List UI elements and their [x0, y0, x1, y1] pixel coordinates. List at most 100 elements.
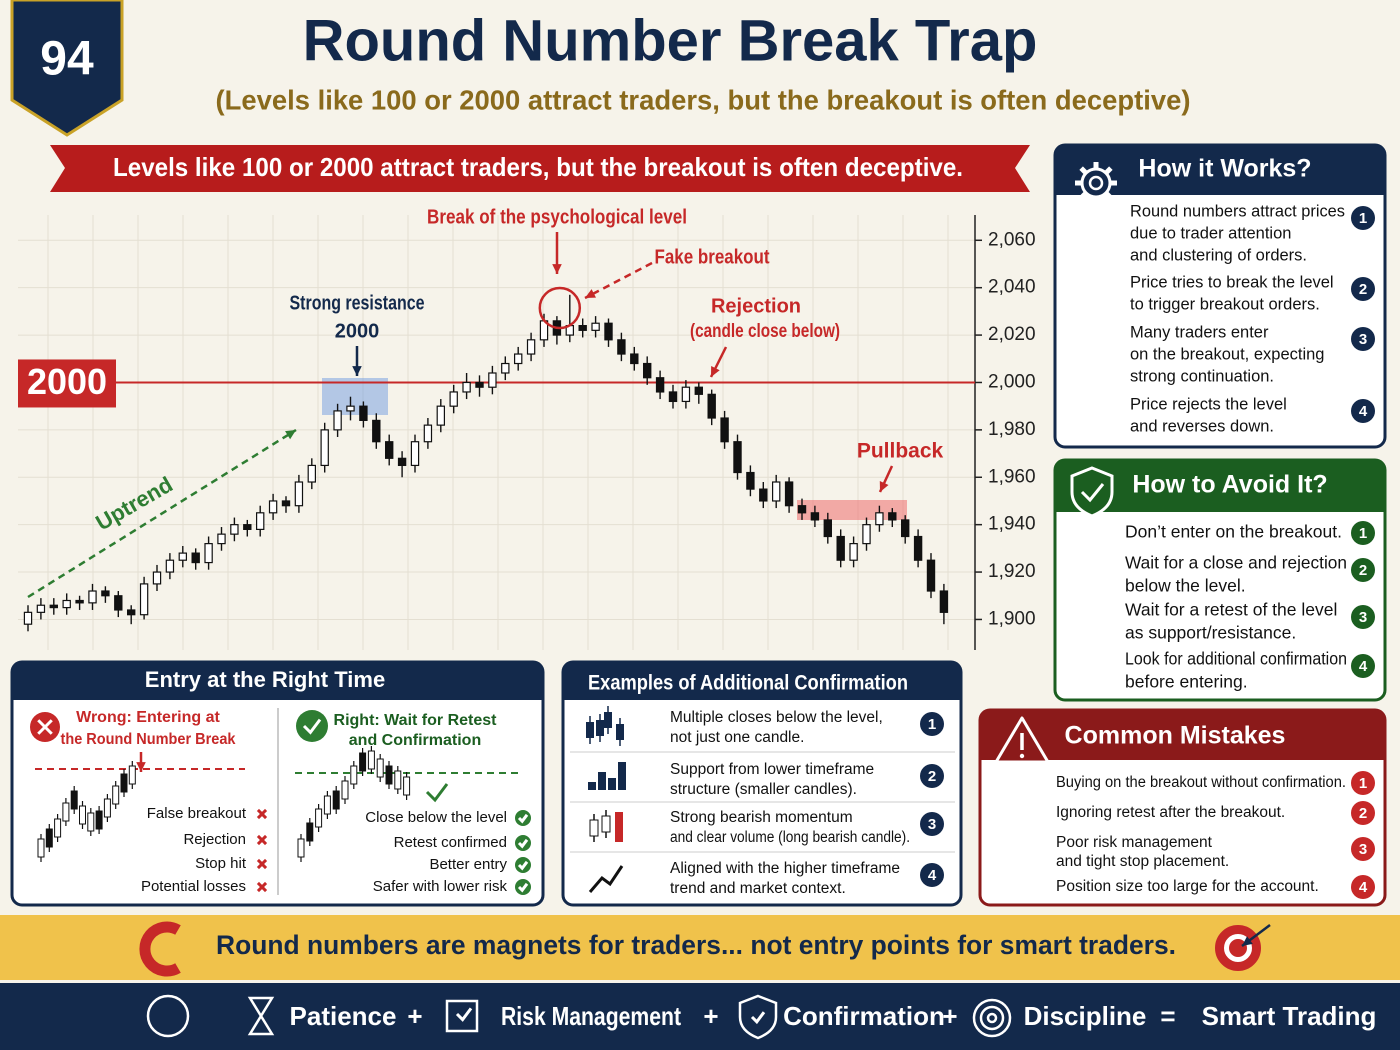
point: Safer with lower risk — [373, 878, 508, 895]
cross-mark — [37, 719, 53, 735]
gear-icon-hub — [1088, 175, 1104, 191]
cross-mark — [256, 808, 268, 820]
icon-trend — [588, 865, 624, 893]
confirmation-panel-header-edge — [563, 690, 961, 700]
candle-body — [410, 441, 420, 467]
check-mark — [455, 1007, 473, 1022]
target-icon — [986, 1012, 998, 1024]
y-tick-label: 2,040 — [988, 277, 1036, 298]
number-badge — [1351, 605, 1375, 629]
check-mark — [517, 838, 529, 849]
y-tick-label: 2,060 — [988, 229, 1036, 250]
formula-term: Discipline — [1024, 1001, 1147, 1031]
candle-body — [604, 322, 613, 341]
candle-body — [333, 410, 342, 431]
arrow-head — [711, 366, 720, 377]
level-label: 2000 — [27, 361, 107, 402]
item-text: and tight stop placement. — [1056, 853, 1229, 870]
number-label: 3 — [1359, 331, 1367, 348]
item-text: to trigger breakout orders. — [1130, 295, 1320, 313]
gear-tooth — [1104, 166, 1113, 175]
candle-body — [733, 441, 742, 474]
annotation: Rejection — [711, 295, 801, 317]
tip-text: Round numbers are magnets for traders...… — [216, 930, 1176, 960]
item-text: and reverses down. — [1130, 417, 1274, 435]
brain-icon — [146, 994, 190, 1038]
candle-body — [320, 429, 329, 467]
number-badge — [1351, 521, 1375, 545]
number-label: 4 — [928, 867, 937, 884]
number-label: 1 — [1359, 210, 1367, 227]
item-text: Ignoring retest after the breakout. — [1056, 804, 1285, 821]
candle-body — [256, 512, 265, 531]
point: Close below the level — [365, 809, 507, 826]
check-mark — [517, 882, 529, 893]
candle-body — [372, 419, 381, 443]
formula-term: = — [1160, 1001, 1175, 1031]
mini-candle — [403, 776, 411, 796]
candle-body — [294, 481, 304, 507]
annotation: Pullback — [857, 440, 944, 463]
candle-body — [746, 471, 755, 490]
number-label: 3 — [1359, 609, 1367, 626]
candle-body — [359, 405, 368, 421]
number-badge — [1351, 837, 1375, 861]
mini-candle — [315, 808, 323, 828]
annotation: (candle close below) — [690, 321, 840, 342]
candle-body — [888, 512, 897, 521]
check-mark — [517, 860, 529, 871]
candle-body — [501, 362, 510, 374]
annotation: 2000 — [335, 320, 380, 342]
candle-body — [488, 372, 497, 388]
mini-candle — [87, 812, 95, 832]
candle-body — [694, 386, 704, 395]
candle-body — [178, 552, 187, 561]
candle-body — [243, 524, 252, 531]
candle-body — [152, 571, 162, 585]
arrow-shaft — [27, 428, 297, 599]
mini-candle — [112, 785, 120, 805]
how-it-works-panel-header-edge — [1055, 185, 1385, 195]
formula-term: Confirmation — [783, 1001, 945, 1031]
mini-candle — [306, 822, 314, 842]
icon-candle — [615, 812, 623, 842]
candle-body — [268, 500, 278, 514]
candle-body — [526, 339, 536, 355]
item-text: Multiple closes below the level, — [670, 709, 883, 726]
target-icon — [1229, 939, 1247, 957]
badge-number: 94 — [40, 33, 94, 86]
arrow-shaft — [584, 261, 653, 300]
gear-tooth — [1104, 191, 1113, 200]
number-badge — [1351, 206, 1375, 230]
candle-body — [191, 552, 200, 564]
shield-icon — [1070, 466, 1114, 518]
icon-candle — [601, 815, 611, 833]
item-text: not just one candle. — [670, 729, 804, 746]
cross-mark — [256, 834, 268, 846]
icon-bar — [598, 772, 606, 790]
candle-body — [617, 339, 626, 355]
mini-candle — [385, 765, 393, 785]
heading: Right: Wait for Retest — [334, 712, 498, 729]
item-text: structure (smaller candles). — [670, 781, 857, 798]
mini-candle — [128, 765, 136, 785]
candle-body — [49, 604, 59, 609]
gear-tooth — [1079, 166, 1088, 175]
shield-icon — [738, 994, 778, 1040]
candle-body — [204, 543, 213, 564]
subtitle: (Levels like 100 or 2000 attract traders… — [216, 84, 1191, 115]
item-text: and clear volume (long bearish candle). — [670, 829, 910, 846]
y-tick-label: 1,980 — [988, 419, 1036, 440]
banner-text: Levels like 100 or 2000 attract traders,… — [113, 152, 963, 182]
mini-candle — [394, 770, 402, 790]
magnet-icon — [139, 921, 181, 977]
number-badge — [1351, 801, 1375, 825]
number-badge — [1351, 277, 1375, 301]
item-text: Price tries to break the level — [1130, 273, 1334, 291]
annotation: Fake breakout — [655, 246, 770, 268]
candle-body — [281, 500, 291, 507]
candle-body — [836, 535, 845, 561]
arrow-head — [1242, 936, 1253, 946]
arrow-head — [552, 264, 562, 274]
